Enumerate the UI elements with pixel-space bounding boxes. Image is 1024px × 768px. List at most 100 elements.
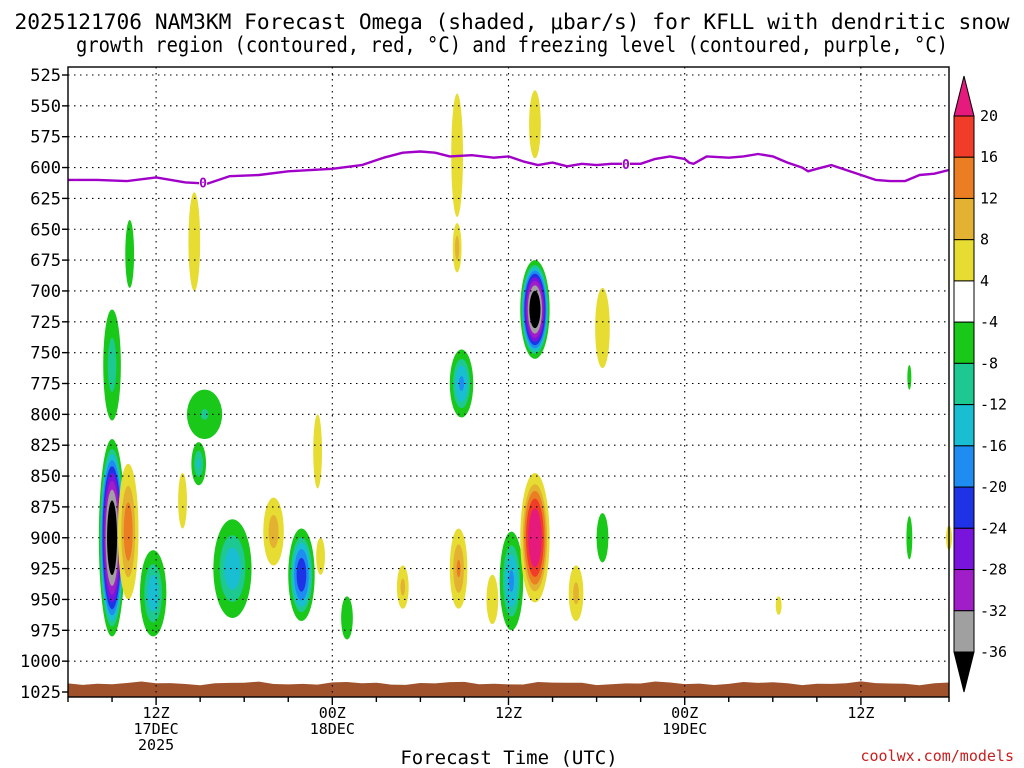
omega-contour-band: [775, 596, 782, 615]
omega-contour-band: [529, 90, 541, 159]
y-tick-label: 825: [30, 436, 61, 456]
y-tick-label: 1025: [20, 683, 61, 703]
omega-contour-band: [316, 537, 325, 575]
colorbar-label: -16: [980, 437, 1007, 455]
colorbar-bin: [953, 445, 975, 488]
x-tick-label: 00Z: [671, 704, 698, 722]
colorbar-bin: [953, 115, 975, 158]
colorbar-bin: [953, 321, 975, 364]
colorbar-label: -24: [980, 519, 1007, 537]
omega-cell: [775, 596, 782, 615]
colorbar-label: 8: [980, 231, 989, 249]
x-tick-label: 17DEC: [134, 720, 179, 738]
y-tick-label: 600: [30, 159, 61, 179]
x-tick-label: 12Z: [847, 704, 874, 722]
y-tick-label: 925: [30, 560, 61, 580]
colorbar-label: -32: [980, 602, 1007, 620]
colorbar-bin: [953, 610, 975, 653]
omega-cell: [529, 90, 541, 159]
omega-contour-band: [573, 582, 579, 605]
chart-title-line2: growth region (contoured, red, °C) and f…: [76, 33, 948, 57]
omega-contour-band: [197, 459, 201, 469]
omega-contour-band: [595, 287, 610, 369]
colorbar-top-arrow: [953, 75, 975, 117]
colorbar-label: -12: [980, 396, 1007, 414]
y-tick-label: 650: [30, 220, 61, 240]
omega-cell: [191, 442, 207, 486]
y-tick-label: 550: [30, 97, 61, 117]
omega-cell: [213, 519, 252, 618]
y-tick-label: 975: [30, 621, 61, 641]
freezing-level-label-bg: [199, 174, 208, 189]
omega-cell: [263, 497, 284, 566]
colorbar-label: 12: [980, 189, 998, 207]
colorbar-bin: [953, 527, 975, 571]
omega-cell: [568, 565, 584, 622]
omega-cell: [288, 528, 315, 622]
omega-cell: [520, 260, 550, 359]
colorbar-label: 16: [980, 148, 998, 166]
y-tick-label: 700: [30, 282, 61, 302]
y-tick-label: 900: [30, 529, 61, 549]
omega-contour-band: [454, 235, 460, 260]
x-tick-label: 2025: [138, 736, 174, 754]
omega-contour-band: [508, 570, 514, 592]
colorbar-bin: [953, 486, 975, 529]
colorbar-label: -4: [980, 313, 998, 331]
y-tick-label: 750: [30, 344, 61, 364]
freezing-level-label: 0: [622, 158, 630, 173]
omega-cell: [98, 439, 126, 637]
omega-cell: [125, 219, 135, 288]
y-tick-label: 675: [30, 251, 61, 271]
y-tick-label: 950: [30, 590, 61, 610]
x-axis-label: Forecast Time (UTC): [400, 747, 617, 768]
omega-contour-band: [200, 408, 209, 420]
plot-area: 00: [67, 66, 952, 698]
omega-cell: [449, 349, 474, 418]
colorbar-bin: [953, 280, 975, 323]
omega-contour-band: [313, 414, 323, 489]
colorbar-bin: [953, 156, 975, 199]
freezing-level-label-bg: [621, 155, 630, 170]
x-tick-label: 18DEC: [310, 720, 355, 738]
omega-contour-band: [125, 219, 135, 288]
colorbar-bin: [953, 569, 975, 612]
colorbar-bin: [953, 362, 975, 406]
omega-cell: [316, 537, 325, 575]
omega-contour-band: [907, 364, 912, 390]
omega-cell: [396, 565, 409, 609]
omega-contour-band: [224, 547, 241, 590]
omega-contour-band: [268, 515, 279, 549]
colorbar-bottom-arrow: [953, 651, 975, 693]
omega-contour-band: [458, 376, 465, 391]
x-tick-label: 00Z: [319, 704, 346, 722]
colorbar-bin: [953, 404, 975, 447]
x-tick-label: 12Z: [143, 704, 170, 722]
y-tick-label: 775: [30, 375, 61, 395]
omega-cell: [520, 472, 550, 603]
y-tick-label: 875: [30, 498, 61, 518]
colorbar-bin: [953, 197, 975, 241]
omega-cell: [139, 550, 167, 637]
omega-cell: [452, 223, 462, 273]
y-tick-label: 575: [30, 128, 61, 148]
freezing-level-label: 0: [199, 176, 207, 191]
omega-cell: [313, 414, 323, 489]
y-tick-label: 725: [30, 313, 61, 333]
freezing-level-line: [68, 150, 950, 185]
colorbar-label: 4: [980, 272, 989, 290]
omega-cell: [595, 287, 610, 369]
omega-cell: [188, 192, 201, 291]
x-tick-label: 19DEC: [662, 720, 707, 738]
omega-contour-band: [529, 290, 541, 329]
omega-contour-band: [188, 192, 201, 291]
omega-cell: [907, 364, 912, 390]
omega-contour-band: [341, 596, 353, 640]
omega-cell: [186, 389, 223, 440]
omega-colorbar: 20 16 12 8 4 -4 -8 -12 -16 -20 -24 -28 -32 -36: [953, 75, 1007, 693]
omega-cell: [341, 596, 353, 640]
colorbar-label: 20: [980, 107, 998, 125]
credit-text: coolwx.com/models: [860, 747, 1014, 765]
